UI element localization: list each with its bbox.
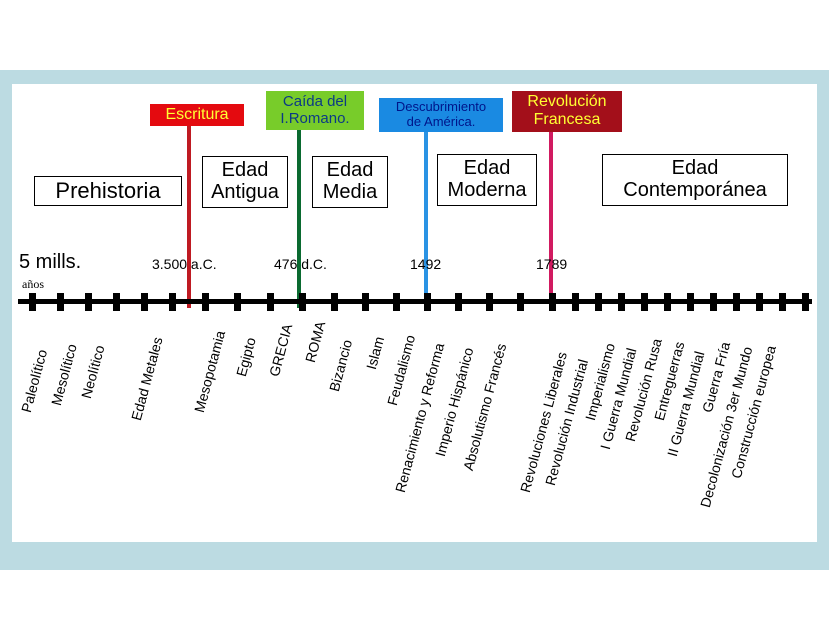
axis-tick [756, 293, 763, 311]
period-label: Islam [363, 335, 387, 371]
era-box: Prehistoria [34, 176, 182, 206]
era-box: EdadModerna [437, 154, 537, 206]
start-years-label: 5 mills. [15, 251, 85, 274]
era-box: EdadMedia [312, 156, 388, 208]
date-label: 1492 [410, 256, 441, 272]
axis-tick [733, 293, 740, 311]
anos-label: años [22, 277, 44, 292]
period-label: Feudalismo [384, 333, 418, 407]
timeline-diagram: Escritura Caída delI.Romano. Descubrimient… [12, 84, 817, 542]
axis-tick [549, 293, 556, 311]
era-box: EdadContemporánea [602, 154, 788, 206]
outer-frame: Escritura Caída delI.Romano. Descubrimient… [0, 70, 829, 570]
period-label: ROMA [302, 319, 328, 364]
date-label: 1789 [536, 256, 567, 272]
event-box: RevoluciónFrancesa [512, 91, 622, 132]
axis-tick [595, 293, 602, 311]
period-label: Mesopotamia [191, 329, 228, 414]
event-marker-line [297, 129, 301, 308]
period-label: Egipto [233, 336, 259, 378]
axis-tick [234, 293, 241, 311]
date-label: 476 d.C. [274, 256, 327, 272]
era-box: EdadAntigua [202, 156, 288, 208]
axis-tick [29, 293, 36, 311]
event-box: Descubrimientode América. [379, 98, 503, 132]
axis-tick [141, 293, 148, 311]
axis-tick [331, 293, 338, 311]
axis-tick [57, 293, 64, 311]
axis-tick [618, 293, 625, 311]
axis-tick [802, 293, 809, 311]
event-box: Escritura [150, 104, 244, 126]
period-label: Bizancio [326, 337, 355, 392]
axis-tick [202, 293, 209, 311]
event-marker-line [424, 130, 428, 308]
period-label: Mesolítico [48, 342, 80, 407]
axis-tick [393, 293, 400, 311]
axis-tick [267, 293, 274, 311]
period-label: GRECIA [266, 322, 295, 378]
axis-tick [455, 293, 462, 311]
axis-tick [113, 293, 120, 311]
axis-tick [85, 293, 92, 311]
date-label: 3.500 a.C. [152, 256, 217, 272]
axis-tick [517, 293, 524, 311]
axis-tick [362, 293, 369, 311]
axis-tick [486, 293, 493, 311]
axis-tick [299, 293, 306, 311]
event-box: Caída delI.Romano. [266, 91, 364, 130]
axis-tick [169, 293, 176, 311]
period-label: Neolítico [78, 343, 108, 400]
axis-tick [779, 293, 786, 311]
axis-tick [572, 293, 579, 311]
axis-tick [687, 293, 694, 311]
axis-tick [424, 293, 431, 311]
axis-tick [641, 293, 648, 311]
period-label: Paleolítico [18, 348, 50, 415]
period-label: Edad Metales [128, 335, 166, 422]
axis-tick [710, 293, 717, 311]
axis-tick [664, 293, 671, 311]
event-marker-line [549, 129, 553, 308]
event-marker-line [187, 124, 191, 308]
